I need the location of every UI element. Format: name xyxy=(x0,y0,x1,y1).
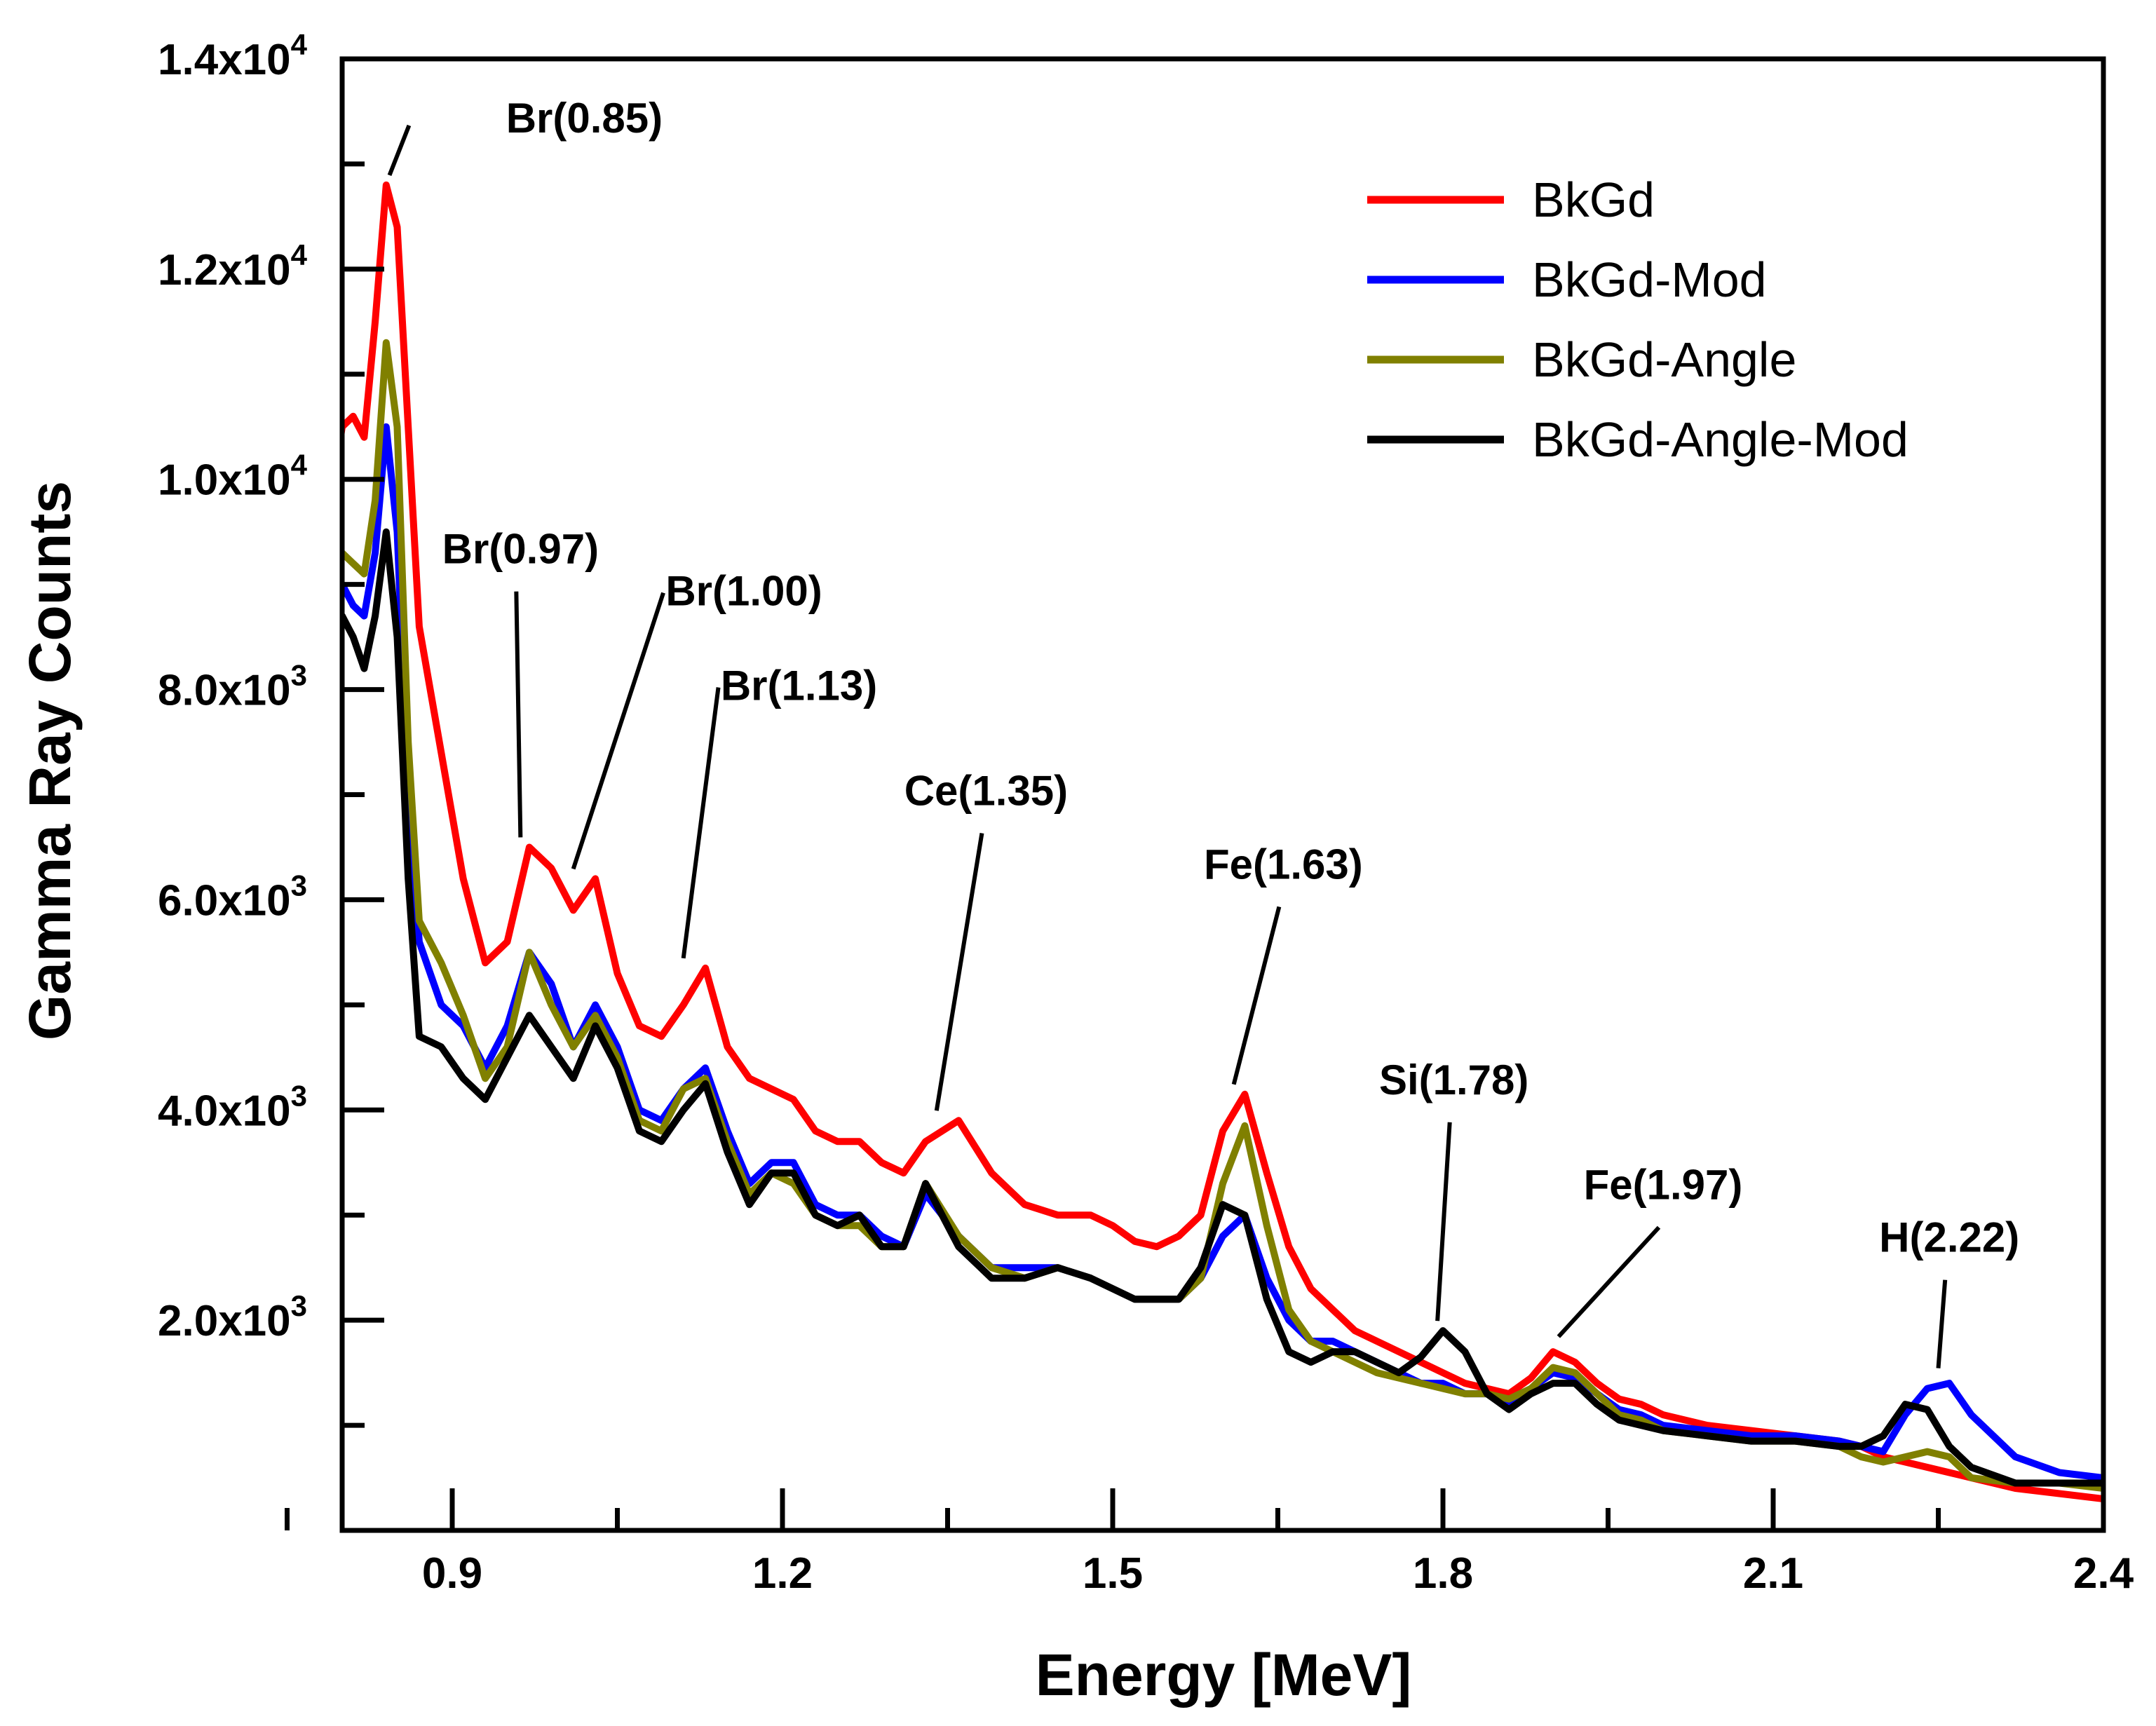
axis-layer: 0.9 1.2 1.5 1.8 2.1 2.4 2.0x103 4.0x103 6.0x103 8… xyxy=(158,28,2134,1598)
annotation-si-1-78-label: Si(1.78) xyxy=(1379,1056,1528,1103)
annotation-fe-1-97-leader xyxy=(1557,1225,1661,1338)
annotation-br-0-97-label: Br(0.97) xyxy=(442,526,599,573)
y-tick-label: 4.0x103 xyxy=(158,1079,307,1135)
series-line-1 xyxy=(342,181,2103,1502)
y-tick-label: 1.0x104 xyxy=(158,449,308,505)
legend-label-3: BkGd-Angle xyxy=(1532,332,1796,387)
annotation-br-0-97-leader xyxy=(514,591,523,838)
annotation-si-1-78-leader xyxy=(1435,1122,1452,1321)
series-group xyxy=(342,181,2103,1502)
plot-layer xyxy=(342,181,2103,1502)
plot-frame xyxy=(339,56,2106,1533)
y-tick-label: 6.0x103 xyxy=(158,869,307,925)
y-tick-label: 1.4x104 xyxy=(158,28,308,84)
annotation-ce-1-35-label: Ce(1.35) xyxy=(904,767,1068,814)
annotation-br-1-13-label: Br(1.13) xyxy=(721,662,877,709)
legend-label-2: BkGd-Mod xyxy=(1532,252,1767,307)
x-tick-label: 2.4 xyxy=(2073,1549,2134,1598)
y-tick-label: 8.0x103 xyxy=(158,659,307,715)
annotation-br-1-13-leader xyxy=(681,687,721,959)
annotation-h-2-22-leader xyxy=(1936,1279,1948,1368)
annotation-fe-1-97-label: Fe(1.97) xyxy=(1584,1162,1743,1209)
annotation-br-1-00-label: Br(1.00) xyxy=(665,568,822,615)
annotation-h-2-22-label: H(2.22) xyxy=(1879,1214,2019,1261)
annotation-br-1-00-leader xyxy=(571,592,665,870)
annotation-layer: Br(0.85) Br(0.97) Br(1.00) Br(1.13) Ce(1.35)… xyxy=(387,95,2019,1368)
x-axis-title: Energy [MeV] xyxy=(1036,1642,1412,1708)
legend: BkGd BkGd-Mod BkGd-Angle BkGd-Angle-Mod xyxy=(1367,172,1908,467)
series-line-4 xyxy=(342,528,2103,1487)
annotation-br-0-85-label: Br(0.85) xyxy=(506,95,663,142)
annotation-fe-1-63-label: Fe(1.63) xyxy=(1204,841,1363,888)
legend-label-4: BkGd-Angle-Mod xyxy=(1532,412,1908,467)
x-tick-label: 1.8 xyxy=(1413,1549,1473,1598)
x-tick-label: 1.2 xyxy=(752,1549,813,1598)
series-line-3 xyxy=(342,339,2103,1492)
annotation-ce-1-35-leader xyxy=(934,833,984,1111)
y-tick-label: 2.0x103 xyxy=(158,1289,307,1345)
y-tick-label: 1.2x104 xyxy=(158,238,308,294)
x-tick-label: 1.5 xyxy=(1083,1549,1143,1598)
annotation-fe-1-63-leader xyxy=(1231,906,1282,1085)
y-axis-title: Gamma Ray Counts xyxy=(17,481,83,1040)
legend-label-1: BkGd xyxy=(1532,172,1655,227)
x-tick-label: 2.1 xyxy=(1743,1549,1803,1598)
annotation-br-0-85-leader xyxy=(387,124,412,177)
x-tick-label: 0.9 xyxy=(422,1549,482,1598)
